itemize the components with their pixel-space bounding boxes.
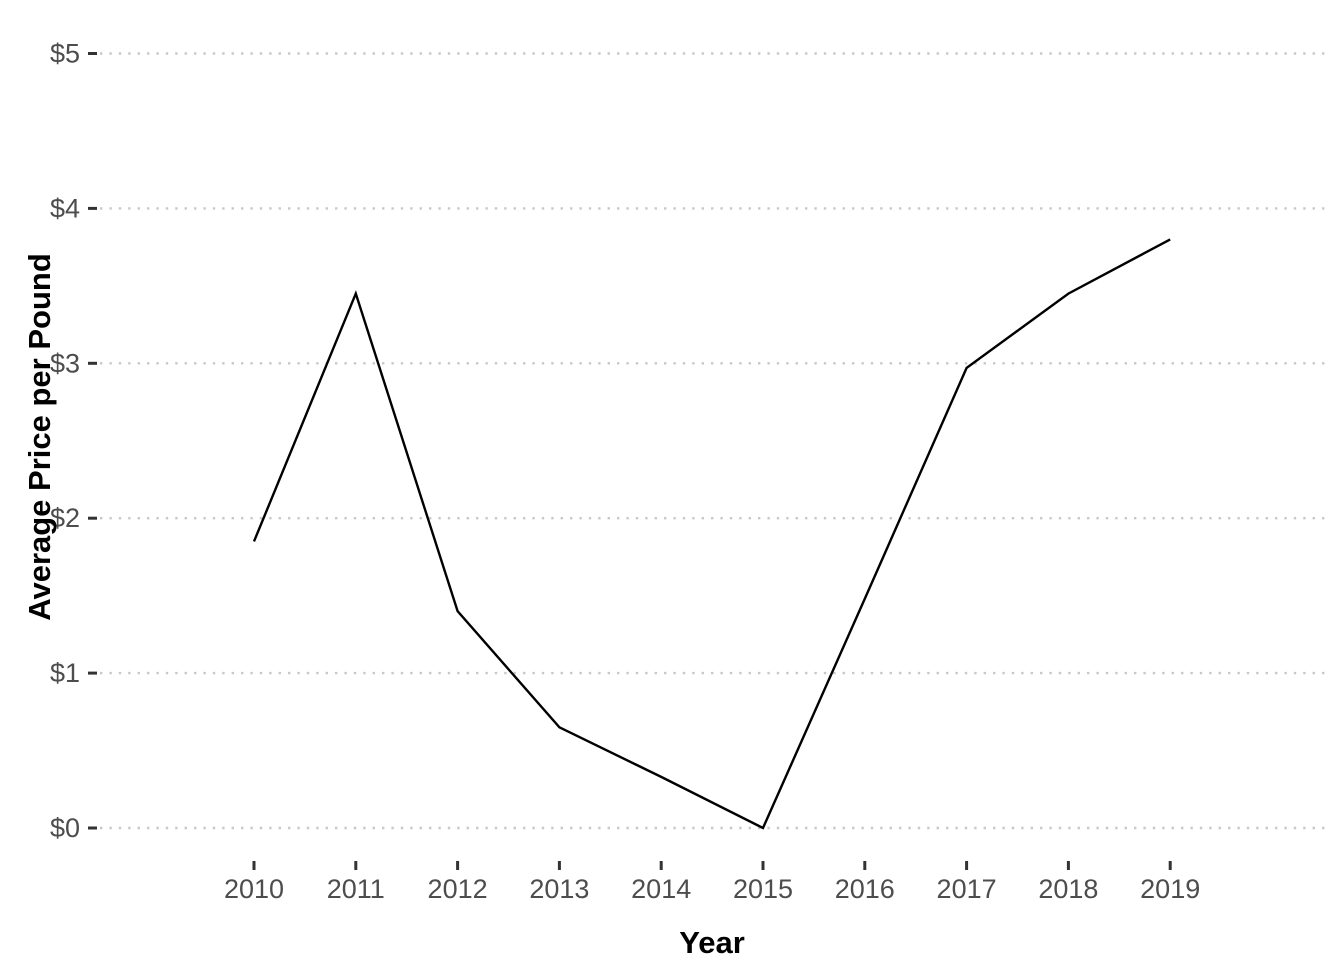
x-axis-tick-label: 2017 [937,874,997,904]
y-axis-tick-label: $1 [50,658,80,688]
x-axis-tick-label: 2012 [428,874,488,904]
x-axis-tick-label: 2016 [835,874,895,904]
y-axis-tick-label: $4 [50,193,80,223]
x-axis-tick-label: 2019 [1140,874,1200,904]
x-axis-tick-label: 2018 [1038,874,1098,904]
price-line [252,238,1171,830]
x-axis-title: Year [679,925,745,960]
y-axis-tick-label: $2 [50,503,80,533]
y-axis-tick-label: $0 [50,813,80,843]
x-axis-tick-label: 2013 [529,874,589,904]
y-axis-title: Average Price per Pound [22,253,57,621]
x-axis-tick-label: 2015 [733,874,793,904]
x-axis-tick-label: 2014 [631,874,691,904]
y-axis-tick-label: $3 [50,348,80,378]
x-axis-tick-label: 2010 [224,874,284,904]
x-axis-tick-label: 2011 [327,874,385,904]
y-axis-tick-label: $5 [50,39,80,69]
